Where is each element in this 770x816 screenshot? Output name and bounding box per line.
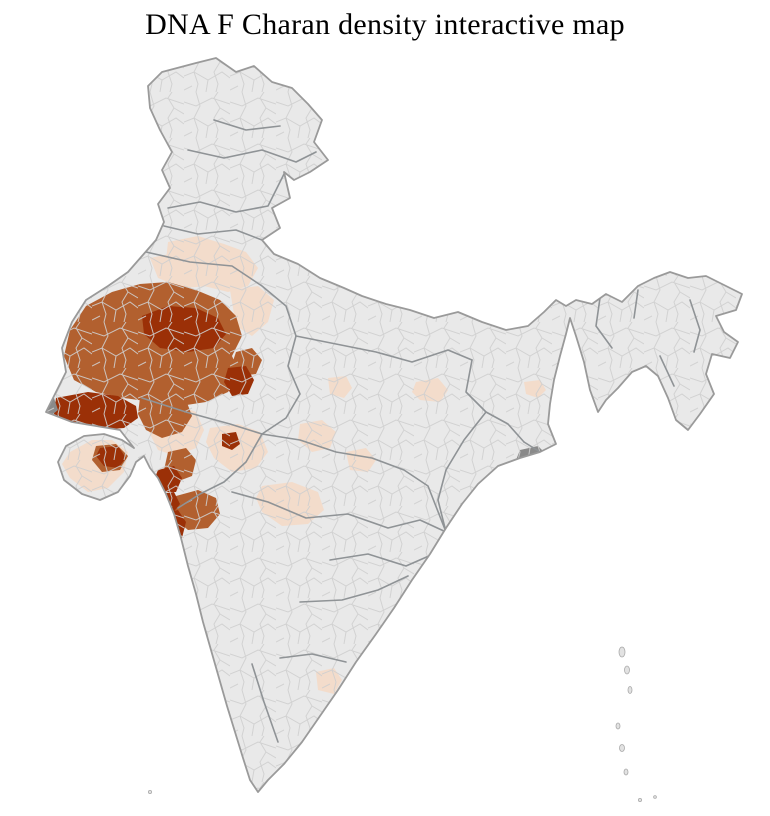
islands [147,646,657,803]
page-title: DNA F Charan density interactive map [145,8,625,41]
india-outline [45,57,743,793]
island[interactable] [623,768,629,776]
island[interactable] [618,646,626,658]
island[interactable] [615,722,621,730]
island[interactable] [624,665,630,675]
island[interactable] [627,686,633,694]
island[interactable] [147,790,152,795]
island[interactable] [653,795,657,799]
state-boundaries [141,119,701,743]
island[interactable] [638,798,643,803]
island[interactable] [619,744,625,752]
district-boundaries [46,58,742,792]
